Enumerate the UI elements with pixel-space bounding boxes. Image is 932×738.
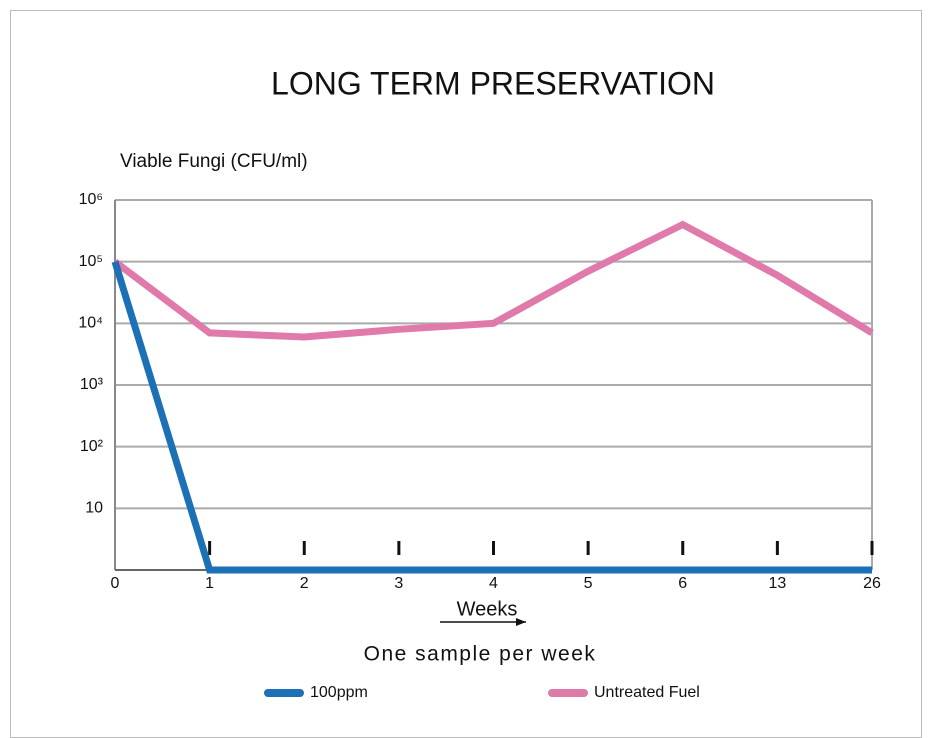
x-tick-label: 4: [489, 575, 498, 592]
x-tick-label: 0: [111, 575, 120, 592]
series-line: [111, 260, 872, 574]
x-arrow-head: [516, 618, 526, 626]
x-axis-label: Weeks: [457, 598, 518, 620]
legend-label: 100ppm: [310, 684, 368, 701]
x-tick-label: 3: [394, 575, 403, 592]
legend-label: Untreated Fuel: [594, 684, 700, 701]
x-tick-label: 1: [205, 575, 214, 592]
y-tick-label: 10²: [80, 438, 104, 455]
frame: [10, 10, 922, 738]
x-tick-label: 5: [584, 575, 593, 592]
y-tick-label: 10: [85, 500, 103, 517]
y-axis-label: Viable Fungi (CFU/ml): [120, 151, 308, 172]
x-tick-label: 13: [768, 575, 786, 592]
x-tick-label: 26: [863, 575, 881, 592]
y-tick-label: 10⁴: [78, 315, 103, 332]
series-line: [112, 220, 874, 341]
x-tick-label: 6: [678, 575, 687, 592]
y-tick-label: 10⁵: [79, 253, 103, 270]
x-tick-label: 2: [300, 575, 309, 592]
subtitle: One sample per week: [364, 643, 597, 666]
y-tick-label: 10⁶: [79, 191, 103, 208]
y-tick-label: 10³: [80, 376, 104, 393]
chart-title: LONG TERM PRESERVATION: [271, 65, 715, 101]
